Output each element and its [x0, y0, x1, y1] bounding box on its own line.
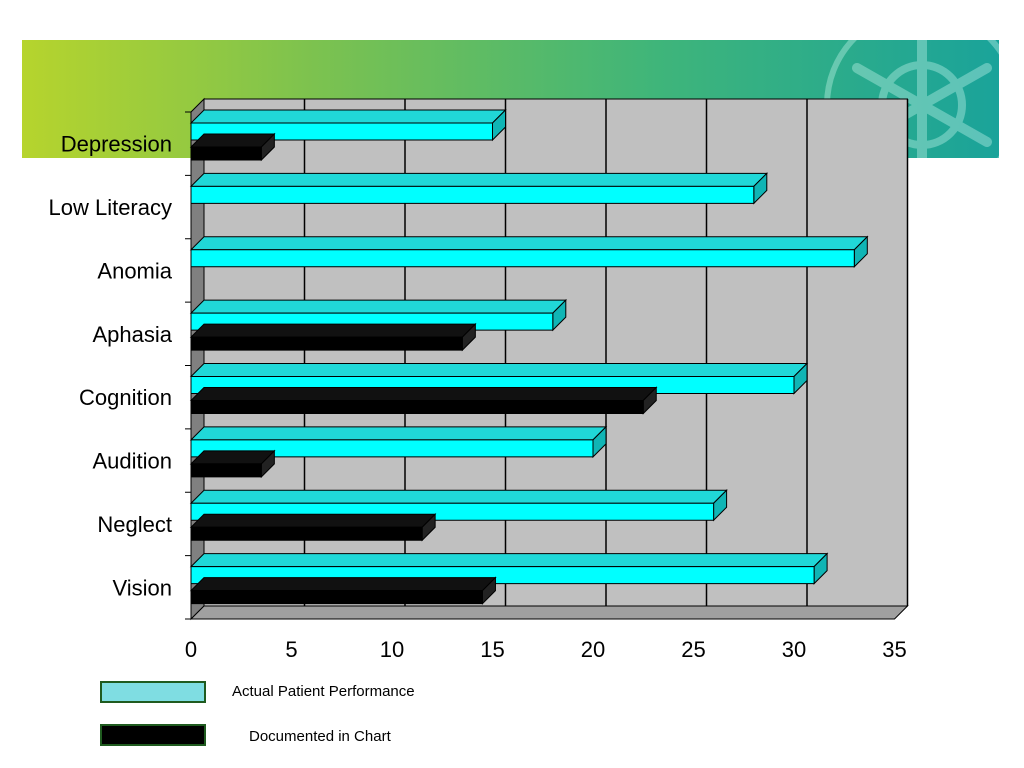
- category-label-audition: Audition: [92, 449, 172, 474]
- x-tick-label: 10: [380, 637, 404, 662]
- bar-actual-anomia-front: [190, 249, 855, 268]
- bar-documented-aphasia-front: [190, 336, 463, 351]
- bar-actual-anomia: [189, 235, 869, 268]
- category-label-cognition: Cognition: [79, 385, 172, 410]
- bar-actual-anomia-top: [189, 236, 869, 251]
- bar-actual-cognition-top: [189, 363, 809, 377]
- category-label-low-literacy: Low Literacy: [48, 195, 172, 220]
- bar-documented-cognition-front: [190, 400, 644, 414]
- bar-actual-audition: [189, 425, 608, 459]
- bar-documented-vision-front: [190, 590, 483, 605]
- category-label-aphasia: Aphasia: [92, 322, 172, 347]
- bar-documented-audition-front: [190, 463, 262, 478]
- x-tick-label: 25: [681, 637, 705, 662]
- bar-actual-aphasia-top: [189, 299, 568, 314]
- bar-documented-vision: [189, 576, 497, 605]
- bar-actual-low-literacy: [189, 172, 769, 205]
- bar-documented-neglect: [189, 513, 437, 542]
- category-label-neglect: Neglect: [97, 512, 172, 537]
- bar-actual-neglect-top: [189, 489, 728, 504]
- bar-actual-low-literacy-front: [190, 185, 755, 204]
- legend-label-documented: Documented in Chart: [249, 728, 391, 745]
- x-tick-label: 35: [882, 637, 906, 662]
- bar-documented-audition-top: [189, 450, 276, 465]
- bar-documented-vision-top: [189, 577, 497, 592]
- bar-documented-aphasia: [189, 322, 477, 352]
- legend-swatch-documented: [100, 724, 206, 746]
- bar-actual-audition-top: [189, 426, 608, 441]
- legend-swatch-actual: [100, 681, 206, 703]
- x-tick-label: 0: [185, 637, 197, 662]
- bar-documented-neglect-front: [190, 526, 423, 541]
- bar-documented-cognition: [189, 386, 658, 415]
- bar-documented-audition: [189, 449, 276, 479]
- bar-documented-depression: [189, 132, 276, 162]
- bar-actual-low-literacy-top: [189, 172, 769, 187]
- x-tick-label: 20: [581, 637, 605, 662]
- category-label-depression: Depression: [61, 132, 172, 157]
- bar-documented-neglect-top: [189, 513, 437, 528]
- x-tick-label: 5: [285, 637, 297, 662]
- bar-actual-audition-front: [190, 439, 594, 458]
- bar-documented-aphasia-top: [189, 323, 477, 338]
- bar-documented-depression-top: [189, 133, 276, 148]
- labels: Depression Low Literacy Anomia Aphasia Cogni…: [48, 132, 906, 662]
- category-label-vision: Vision: [112, 575, 172, 600]
- category-label-anomia: Anomia: [97, 258, 172, 283]
- legend-label-actual: Actual Patient Performance: [232, 683, 415, 700]
- bar-documented-depression-front: [190, 146, 262, 161]
- bar-actual-neglect: [189, 489, 728, 522]
- plot-floor: [189, 605, 909, 620]
- bars: [189, 108, 869, 605]
- bar-actual-depression-top: [189, 109, 507, 124]
- x-tick-label: 15: [480, 637, 504, 662]
- bar-actual-vision-top: [189, 553, 829, 568]
- bar-documented-cognition-top: [189, 387, 658, 401]
- x-tick-label: 30: [782, 637, 806, 662]
